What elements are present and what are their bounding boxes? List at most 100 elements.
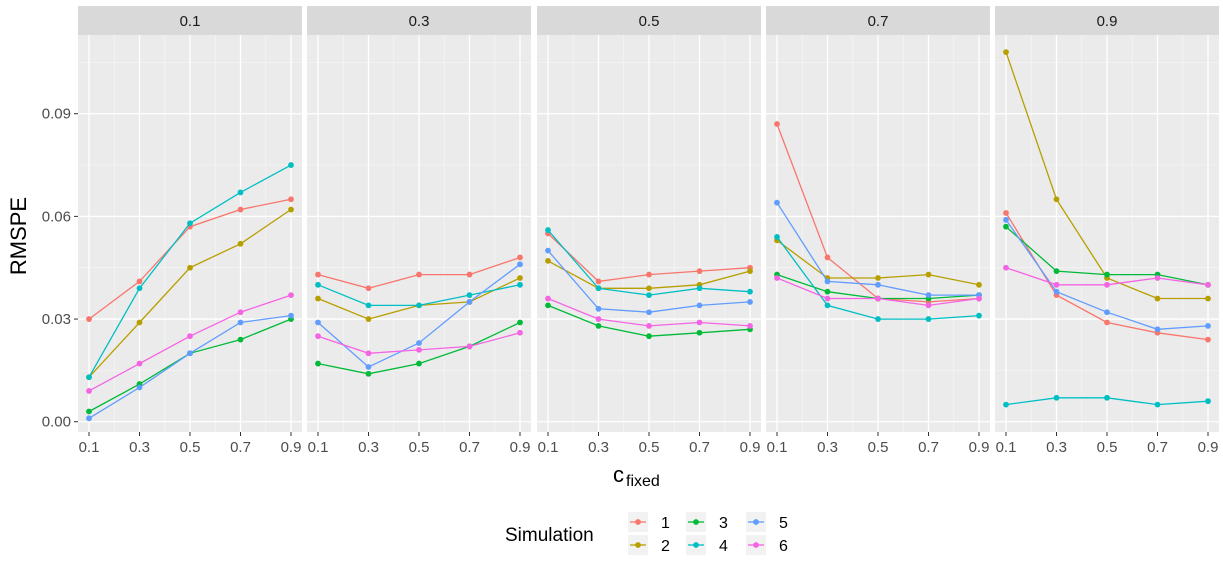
x-tick-label: 0.9 [740, 439, 761, 456]
series-3-point [696, 329, 703, 336]
series-2-point [288, 206, 294, 213]
facet-strip [78, 6, 302, 35]
series-4-point [646, 292, 652, 299]
x-tick-label: 0.7 [689, 439, 710, 456]
series-1-point [595, 278, 602, 285]
series-4-point [595, 285, 602, 292]
facet-panel-0.3: 0.3 [307, 6, 531, 432]
series-6-point [774, 275, 780, 281]
facet-strip-label: 0.7 [868, 13, 889, 30]
y-axis-title: RMSPE [6, 197, 31, 275]
y-tick-label: 0.00 [42, 414, 71, 431]
series-1-point [136, 278, 143, 285]
series-2-point [545, 257, 551, 264]
x-tick-label: 0.3 [1046, 439, 1067, 456]
series-5-point [517, 261, 523, 268]
series-4-point [976, 312, 982, 319]
series-2-point [747, 268, 753, 275]
series-2-point [365, 316, 372, 322]
x-tick-label: 0.7 [1147, 439, 1168, 456]
x-axis: 0.1 0.3 0.5 0.7 0.9 0.1 0.3 0.5 0.7 0.9 0.1 0.3 0.5 0… [79, 432, 1218, 456]
series-6-point [747, 323, 753, 329]
series-2-point [875, 275, 881, 281]
series-5-point [747, 299, 753, 305]
series-1-point [466, 271, 473, 278]
series-6-point [976, 295, 982, 302]
series-1-point [696, 268, 703, 275]
series-5-point [416, 340, 422, 346]
series-1-point [237, 206, 244, 213]
series-5-point [466, 299, 473, 305]
facet-panel-0.5: 0.5 [537, 6, 761, 432]
series-5-point [1205, 323, 1211, 329]
series-5-point [1003, 216, 1009, 223]
series-6-point [696, 319, 703, 326]
series-3-point [237, 336, 244, 343]
series-4-point [237, 189, 244, 196]
series-4-point [365, 302, 372, 309]
y-axis: 0.00 0.03 0.06 0.09 [42, 106, 78, 431]
facet-strip-label: 0.3 [409, 13, 430, 30]
series-5-point [925, 292, 932, 299]
x-tick-label: 0.7 [230, 439, 251, 456]
series-5-point [545, 247, 551, 254]
series-2-point [1205, 295, 1211, 302]
legend-label: 1 [661, 515, 670, 532]
legend-label: 6 [779, 538, 788, 555]
series-6-point [1104, 281, 1110, 288]
series-5-point [187, 350, 193, 357]
series-1-point [288, 196, 294, 203]
series-1-point [365, 285, 372, 292]
series-1-point [1205, 336, 1211, 343]
series-5-point [136, 384, 143, 391]
series-4-point [824, 302, 831, 309]
facet-strip [537, 6, 761, 35]
series-5-point [365, 364, 372, 370]
series-6-point [288, 292, 294, 299]
x-axis-title-sub: fixed [626, 473, 660, 490]
series-1-point [315, 271, 321, 278]
series-4-point [545, 227, 551, 233]
series-1-point [824, 254, 831, 261]
series-1-point [517, 254, 523, 261]
series-2-point [976, 281, 982, 288]
x-tick-label: 0.5 [1097, 439, 1118, 456]
x-axis-title-subscript-text: fixed [626, 473, 660, 490]
series-1-point [416, 271, 422, 278]
series-2-point [646, 285, 652, 292]
series-6-point [136, 360, 143, 367]
x-tick-label: 0.1 [538, 439, 559, 456]
series-4-point [187, 220, 193, 227]
series-4-point [1053, 394, 1060, 401]
x-tick-label: 0.3 [358, 439, 379, 456]
x-tick-label: 0.5 [868, 439, 889, 456]
legend-key-point [635, 542, 641, 548]
facet-panels: 0.1 0.3 0.5 0.7 0.9 [78, 6, 1219, 432]
series-6-point [86, 388, 92, 394]
series-6-point [416, 346, 422, 353]
series-4-point [517, 281, 523, 288]
legend-key-point [753, 519, 759, 525]
series-2-point [1053, 196, 1060, 203]
facet-strip-label: 0.9 [1097, 13, 1118, 30]
x-tick-label: 0.3 [129, 439, 150, 456]
series-5-point [696, 302, 703, 309]
series-6-point [466, 343, 473, 350]
series-6-point [595, 316, 602, 322]
series-5-point [315, 319, 321, 326]
legend-item-3: 3 [686, 512, 728, 532]
series-3-point [315, 360, 321, 367]
series-6-point [925, 302, 932, 309]
series-5-point [824, 278, 831, 285]
series-3-point [595, 323, 602, 329]
series-3-point [545, 302, 551, 309]
series-6-point [545, 295, 551, 302]
series-6-point [1053, 281, 1060, 288]
series-1-point [774, 121, 780, 127]
series-6-point [365, 350, 372, 357]
series-4-point [86, 374, 92, 381]
series-4-point [747, 288, 753, 295]
y-tick-label: 0.03 [42, 311, 71, 328]
series-4-point [315, 281, 321, 288]
series-2-point [1003, 49, 1009, 56]
